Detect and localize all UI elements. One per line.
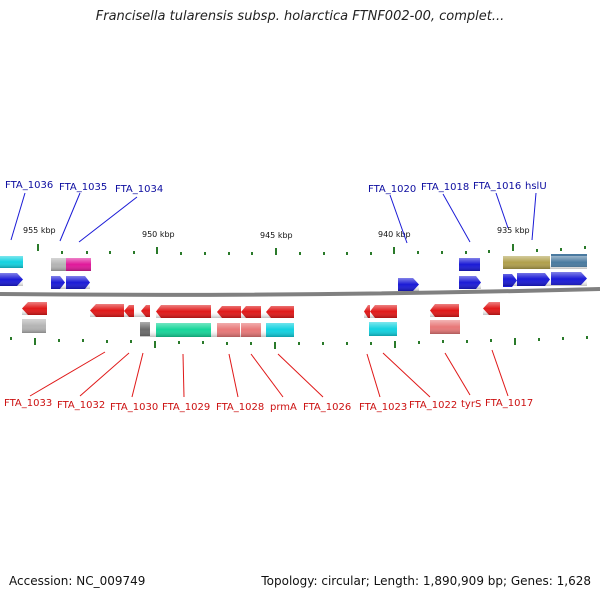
tick-minor — [251, 252, 253, 255]
tick-minor — [299, 252, 301, 255]
tick-minor — [298, 342, 300, 345]
tick-minor — [250, 342, 252, 345]
tick-major — [37, 244, 39, 251]
tick-minor — [584, 246, 586, 249]
gene-label: FTA_1033 — [4, 398, 52, 409]
tick-minor — [133, 251, 135, 254]
lower-feature-track — [22, 319, 460, 337]
tick-minor — [538, 338, 540, 341]
tick-minor — [58, 339, 60, 342]
scale-label: 950 kbp — [142, 230, 175, 239]
tick-minor — [204, 252, 206, 255]
tick-minor — [106, 340, 108, 343]
tick-minor — [82, 339, 84, 342]
gene-label: FTA_1020 — [368, 184, 416, 195]
tick-minor — [180, 252, 182, 255]
tick-major — [393, 247, 395, 254]
gene-label: FTA_1016 — [473, 181, 521, 192]
forward-gene-shading — [0, 272, 587, 291]
tick-minor — [323, 252, 325, 255]
tick-major — [394, 341, 396, 348]
gene-label: FTA_1036 — [5, 180, 53, 191]
tick-major — [512, 244, 514, 251]
upper-feature-track — [0, 254, 587, 271]
gene-label: FTA_1035 — [59, 182, 107, 193]
tick-minor — [346, 342, 348, 345]
scale-label: 955 kbp — [23, 226, 56, 235]
tick-minor — [226, 342, 228, 345]
gene-label: tyrS — [461, 399, 481, 410]
tick-minor — [322, 342, 324, 345]
tick-minor — [178, 341, 180, 344]
tick-minor — [228, 252, 230, 255]
tick-minor — [417, 251, 419, 254]
tick-minor — [465, 251, 467, 254]
gene-label: FTA_1026 — [303, 402, 351, 413]
gene-label: FTA_1022 — [409, 400, 457, 411]
summary-text: Topology: circular; Length: 1,890,909 bp… — [261, 574, 591, 588]
gene-label: FTA_1034 — [115, 184, 163, 195]
gene-label: FTA_1018 — [421, 182, 469, 193]
gene-label: FTA_1023 — [359, 402, 407, 413]
tick-minor — [370, 342, 372, 345]
tick-major — [156, 247, 158, 254]
top-leader-lines — [10, 192, 537, 244]
gene-label: FTA_1017 — [485, 398, 533, 409]
tick-minor — [61, 251, 63, 254]
tick-minor — [346, 252, 348, 255]
tick-minor — [86, 251, 88, 254]
scale-label: 940 kbp — [378, 230, 411, 239]
scale-label: 945 kbp — [260, 231, 293, 240]
accession-text: Accession: NC_009749 — [9, 574, 146, 588]
tick-minor — [109, 251, 111, 254]
tick-major — [514, 338, 516, 345]
map-title: Francisella tularensis subsp. holarctica… — [95, 9, 505, 24]
tick-major — [275, 248, 277, 255]
tick-minor — [418, 341, 420, 344]
tick-minor — [490, 339, 492, 342]
gene-label: FTA_1030 — [110, 402, 158, 413]
tick-minor — [562, 337, 564, 340]
gene-label: hslU — [525, 181, 547, 192]
tick-minor — [130, 340, 132, 343]
top-ticks — [37, 244, 586, 255]
gene-label: FTA_1028 — [216, 402, 264, 413]
tick-major — [34, 338, 36, 345]
tick-minor — [466, 340, 468, 343]
bottom-ticks — [10, 336, 588, 349]
tick-minor — [442, 340, 444, 343]
tick-minor — [10, 337, 12, 340]
gene-label: FTA_1032 — [57, 400, 105, 411]
tick-minor — [441, 251, 443, 254]
tick-major — [154, 341, 156, 348]
tick-minor — [488, 250, 490, 253]
tick-minor — [560, 248, 562, 251]
reverse-gene-shading — [22, 302, 500, 318]
gene-label: FTA_1029 — [162, 402, 210, 413]
gene-label: prmA — [270, 402, 297, 413]
genome-backbone — [0, 287, 600, 297]
tick-minor — [586, 336, 588, 339]
scale-label: 935 kbp — [497, 226, 530, 235]
bottom-leader-lines — [29, 349, 509, 398]
tick-minor — [536, 249, 538, 252]
tick-major — [274, 342, 276, 349]
tick-minor — [202, 341, 204, 344]
tick-minor — [370, 252, 372, 255]
